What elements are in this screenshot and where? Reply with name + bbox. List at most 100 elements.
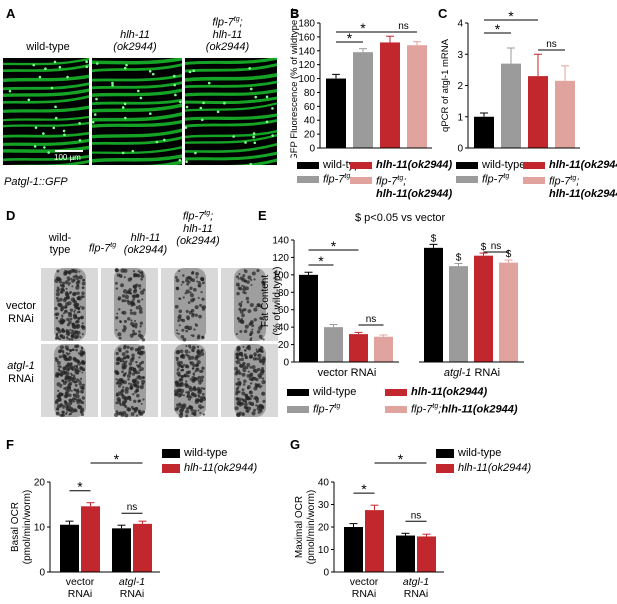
bar xyxy=(499,262,518,362)
lipid-droplet xyxy=(82,278,85,282)
lipid-droplet xyxy=(180,381,184,385)
lipid-droplet xyxy=(69,328,72,331)
lipid-droplet xyxy=(71,322,76,327)
lipid-droplet xyxy=(242,345,245,348)
lipid-droplet xyxy=(238,381,242,385)
lipid-droplet xyxy=(55,292,60,297)
y-tick-label: 40 xyxy=(278,323,290,334)
lipid-droplet xyxy=(130,301,135,306)
lipid-droplet xyxy=(132,270,136,273)
lipid-droplet xyxy=(237,377,240,381)
bar xyxy=(528,76,548,148)
lipid-droplet xyxy=(56,299,60,303)
lipid-droplet xyxy=(236,291,240,296)
bar xyxy=(81,506,100,572)
lipid-droplet xyxy=(133,319,137,323)
lipid-droplet xyxy=(184,364,189,369)
lipid-droplet xyxy=(255,305,258,308)
gfp-puncta xyxy=(111,84,114,87)
lipid-droplet xyxy=(139,325,142,328)
lipid-droplet xyxy=(81,383,85,387)
bar xyxy=(299,274,318,362)
lipid-droplet xyxy=(123,404,126,407)
gfp-muscle-fiber xyxy=(92,119,182,128)
lipid-droplet xyxy=(181,280,185,284)
lipid-droplet xyxy=(235,355,239,360)
gfp-muscle-fiber xyxy=(185,151,277,161)
lipid-droplet xyxy=(115,316,119,320)
lipid-droplet xyxy=(193,328,196,331)
lipid-droplet xyxy=(140,277,144,281)
lipid-droplet xyxy=(254,354,257,357)
lipid-droplet xyxy=(181,368,184,372)
lipid-droplet xyxy=(187,397,191,401)
lipid-droplet xyxy=(118,349,122,353)
lipid-droplet xyxy=(61,335,66,340)
gfp-puncta xyxy=(253,141,257,145)
gfp-puncta xyxy=(265,120,269,124)
lipid-droplet xyxy=(73,310,76,313)
lipid-droplet xyxy=(121,400,126,405)
lipid-droplet xyxy=(179,384,182,388)
lipid-droplet xyxy=(54,337,58,340)
lipid-droplet xyxy=(186,317,190,321)
lipid-droplet xyxy=(117,332,122,337)
lipid-droplet xyxy=(201,405,205,409)
lipid-droplet xyxy=(237,397,242,402)
lipid-droplet xyxy=(61,413,65,417)
lipid-droplet xyxy=(140,345,145,350)
gfp-puncta xyxy=(254,95,258,99)
gfp-muscle-fiber xyxy=(92,103,182,113)
gfp-puncta xyxy=(248,66,252,70)
y-tick-label: 40 xyxy=(318,478,330,489)
lipid-droplet xyxy=(80,295,84,299)
gfp-puncta xyxy=(95,62,99,65)
lipid-droplet xyxy=(115,401,119,405)
gfp-muscle-fiber xyxy=(185,88,277,97)
sig-label: * xyxy=(495,21,501,37)
lipid-droplet xyxy=(240,284,244,288)
y-tick-label: 1 xyxy=(457,112,463,123)
lipid-droplet xyxy=(196,353,201,358)
lipid-droplet xyxy=(178,324,181,327)
lipid-droplet xyxy=(81,333,84,336)
lipid-droplet xyxy=(115,371,120,376)
lipid-droplet xyxy=(196,280,199,283)
lipid-droplet xyxy=(188,276,192,280)
lipid-droplet xyxy=(63,330,66,333)
lipid-droplet xyxy=(260,368,265,373)
lipid-droplet xyxy=(122,386,125,389)
lipid-droplet xyxy=(67,269,72,274)
lipid-droplet xyxy=(122,410,127,415)
lipid-droplet xyxy=(130,412,135,417)
lipid-droplet xyxy=(81,322,84,325)
lipid-droplet xyxy=(74,370,79,375)
gfp-muscle-fiber xyxy=(92,154,182,163)
lipid-droplet xyxy=(69,412,73,416)
legend-swatch xyxy=(385,388,407,396)
lipid-droplet xyxy=(175,350,180,355)
lipid-droplet xyxy=(257,367,261,372)
d-header-flp: flp-7tg xyxy=(88,242,117,255)
lipid-droplet xyxy=(242,383,246,386)
a-image-wildtype xyxy=(3,58,89,165)
gfp-muscle-fiber xyxy=(185,142,277,153)
lipid-droplet xyxy=(196,360,201,365)
lipid-droplet xyxy=(74,344,78,349)
y-tick-label: 20 xyxy=(278,340,290,351)
lipid-droplet xyxy=(127,277,132,282)
lipid-droplet xyxy=(129,308,133,312)
gfp-puncta xyxy=(271,134,274,137)
lipid-droplet xyxy=(74,321,78,324)
lipid-droplet xyxy=(248,322,252,327)
legend-b-double: flp-7tg; hlh-11(ok2944) xyxy=(350,173,452,200)
bar xyxy=(365,510,384,572)
lipid-droplet xyxy=(67,385,71,389)
lipid-droplet xyxy=(115,351,119,356)
lipid-droplet xyxy=(123,344,127,348)
lipid-droplet xyxy=(72,292,77,297)
y-tick-label: 180 xyxy=(298,19,315,30)
lipid-droplet xyxy=(236,398,239,401)
lipid-droplet xyxy=(186,395,189,398)
lipid-droplet xyxy=(235,392,239,396)
